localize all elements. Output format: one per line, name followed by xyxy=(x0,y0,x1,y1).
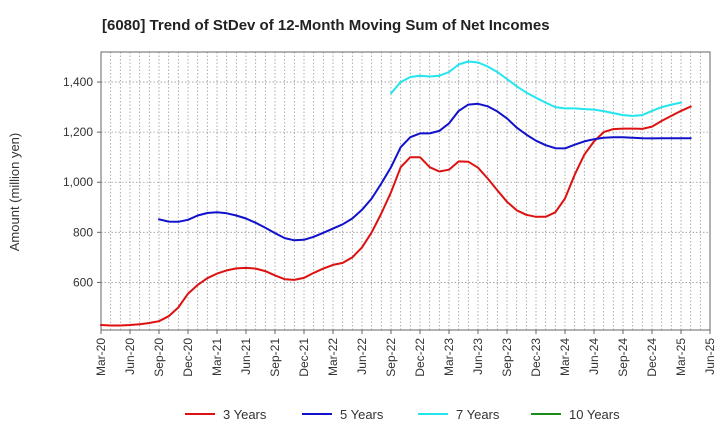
x-tick-label: Dec-24 xyxy=(645,338,659,377)
x-tick-label: Mar-24 xyxy=(558,338,572,376)
legend-label: 10 Years xyxy=(569,407,620,422)
x-tick-label: Jun-20 xyxy=(123,338,137,375)
y-tick-label: 1,200 xyxy=(63,125,93,139)
x-tick-label: Sep-22 xyxy=(384,338,398,377)
x-tick-label: Dec-21 xyxy=(297,338,311,377)
chart-title: [6080] Trend of StDev of 12-Month Moving… xyxy=(102,17,550,34)
x-tick-label: Mar-20 xyxy=(94,338,108,376)
y-tick-label: 1,000 xyxy=(63,175,93,189)
x-tick-label: Mar-21 xyxy=(210,338,224,376)
y-tick-label: 600 xyxy=(73,275,93,289)
x-tick-label: Jun-25 xyxy=(703,338,717,375)
x-tick-label: Jun-22 xyxy=(355,338,369,375)
legend-label: 5 Years xyxy=(340,407,384,422)
x-tick-label: Mar-22 xyxy=(326,338,340,376)
x-tick-label: Dec-20 xyxy=(181,338,195,377)
series-line-3-years xyxy=(100,105,692,327)
x-tick-label: Dec-23 xyxy=(529,338,543,377)
x-tick-label: Sep-23 xyxy=(500,338,514,377)
series-line-7-years xyxy=(390,60,682,117)
x-tick-label: Mar-23 xyxy=(442,338,456,376)
x-tick-label: Jun-23 xyxy=(471,338,485,375)
y-axis-label: Amount (million yen) xyxy=(7,133,22,252)
x-tick-label: Dec-22 xyxy=(413,338,427,377)
y-tick-label: 1,400 xyxy=(63,75,93,89)
legend: 3 Years 5 Years 7 Years 10 Years xyxy=(185,407,620,422)
series-line-5-years xyxy=(158,102,692,242)
x-tick-label: Mar-25 xyxy=(674,338,688,376)
y-axis-ticks: 600 800 1,000 1,200 1,400 xyxy=(63,75,101,289)
x-axis-ticks: Mar-20 Jun-20 Sep-20 Dec-20 Mar-21 Jun-21 Sep-… xyxy=(94,330,717,377)
legend-label: 3 Years xyxy=(223,407,267,422)
x-tick-label: Sep-21 xyxy=(268,338,282,377)
x-tick-label: Sep-20 xyxy=(152,338,166,377)
x-tick-label: Jun-21 xyxy=(239,338,253,375)
x-tick-label: Jun-24 xyxy=(587,338,601,375)
plot-frame xyxy=(100,51,711,331)
x-tick-label: Sep-24 xyxy=(616,338,630,377)
y-tick-label: 800 xyxy=(73,225,93,239)
grid-layer xyxy=(101,52,710,330)
series-layer xyxy=(100,60,692,327)
legend-label: 7 Years xyxy=(456,407,500,422)
